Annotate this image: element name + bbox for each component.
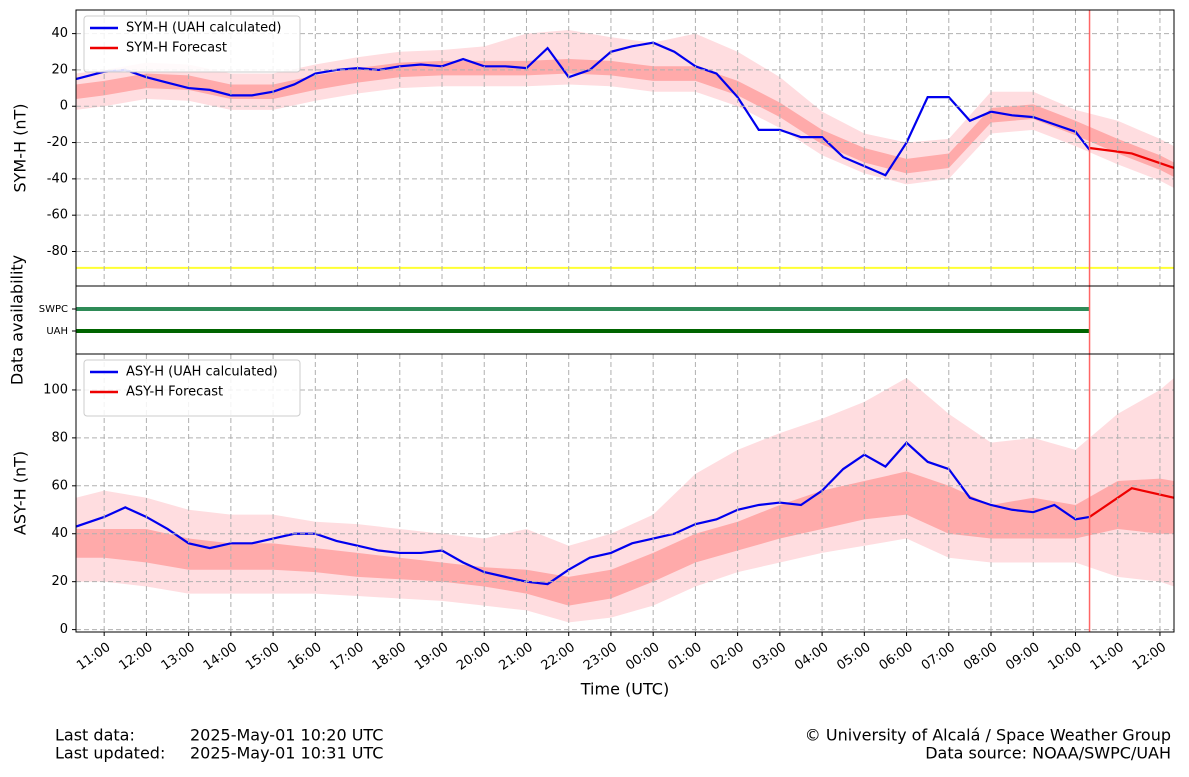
x-tick-label: 13:00 [159,640,198,674]
plot-area [76,307,1090,333]
legend-label: ASY-H (UAH calculated) [126,365,278,380]
x-tick-label: 01:00 [665,640,704,674]
x-axis-label: Time (UTC) [580,680,669,699]
footer-label: Last updated: [55,744,165,763]
y-tick-label: 60 [51,478,68,493]
y-tick-label: -60 [47,208,68,223]
y-axis-label: Data availability [8,255,27,385]
legend-label: ASY-H Forecast [126,385,223,400]
y-axis-label: SYM-H (nT) [11,103,30,192]
x-tick-label: 12:00 [116,640,155,674]
axes-frame [75,353,1175,633]
footer-label: Last data: [55,726,135,745]
x-tick-label: 16:00 [285,640,324,674]
x-tick-label: 06:00 [877,640,916,674]
x-tick-label: 07:00 [919,640,958,674]
x-tick-label: 20:00 [454,640,493,674]
x-tick-label: 12:00 [1130,640,1169,674]
uncertainty-band [76,471,1174,606]
legend-box [83,15,301,73]
footer-value: 2025-May-01 10:20 UTC [190,726,383,745]
x-tick-label: 14:00 [201,640,240,674]
y-tick-label: 80 [51,430,68,445]
y-tick-label: SWPC [39,304,68,315]
legend-label: SYM-H (UAH calculated) [126,21,282,36]
x-tick-label: 09:00 [1003,640,1042,674]
x-tick-label: 17:00 [328,640,367,674]
legend-label: SYM-H Forecast [126,41,227,56]
x-tick-label: 21:00 [496,640,535,674]
y-tick-label: -20 [47,135,68,150]
y-tick-label: -40 [47,171,68,186]
x-tick-label: 00:00 [623,640,662,674]
y-axis-label: ASY-H (nT) [11,451,30,535]
x-tick-label: 10:00 [1045,640,1084,674]
x-tick-label: 18:00 [370,640,409,674]
footer-value: 2025-May-01 10:31 UTC [190,744,383,763]
y-tick-label: 40 [51,526,68,541]
legend-box [83,359,301,417]
y-tick-label: 0 [60,622,68,637]
plot-area [76,377,1174,623]
footer-credit: © University of Alcalá / Space Weather G… [805,726,1171,745]
x-tick-label: 15:00 [243,640,282,674]
x-tick-label: 11:00 [1088,640,1127,674]
x-tick-label: 23:00 [581,640,620,674]
x-tick-label: 22:00 [539,640,578,674]
footer-source: Data source: NOAA/SWPC/UAH [925,744,1171,763]
y-tick-label: 40 [51,26,68,41]
y-tick-label: 20 [51,62,68,77]
x-tick-label: 02:00 [708,640,747,674]
x-tick-label: 05:00 [834,640,873,674]
x-tick-label: 19:00 [412,640,451,674]
x-tick-label: 11:00 [74,640,113,674]
x-tick-label: 08:00 [961,640,1000,674]
x-tick-label: 03:00 [750,640,789,674]
y-tick-label: UAH [46,326,68,337]
x-tick-label: 04:00 [792,640,831,674]
y-tick-label: -80 [47,244,68,259]
y-tick-label: 0 [60,99,68,114]
y-tick-label: 20 [51,574,68,589]
y-tick-label: 100 [43,382,68,397]
series-line [76,441,1090,586]
axes-frame [75,285,1175,355]
